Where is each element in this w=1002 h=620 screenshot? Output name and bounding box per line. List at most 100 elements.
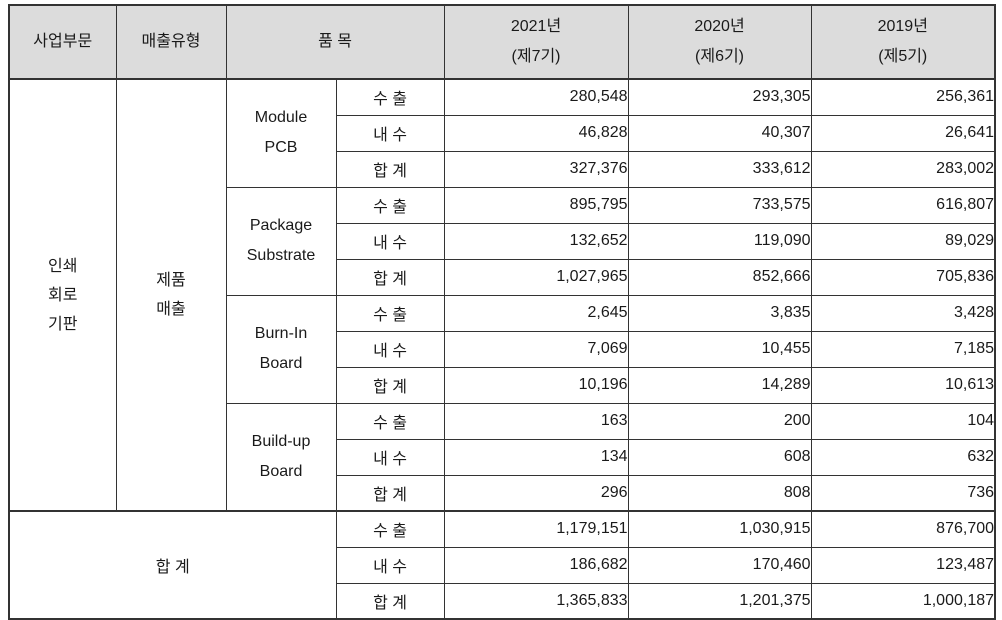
table-row: 내 수 132,652 119,090 89,029: [9, 222, 996, 260]
value-cell: 808: [627, 474, 812, 512]
table-row: 인쇄 회로 기판 제품 매출 Module PCB 수 출 280,548 29…: [8, 78, 996, 512]
sales-type-cell: 제품 매출: [115, 78, 227, 512]
product-line: Substrate: [246, 247, 316, 264]
table-row: 합 계 10,196 14,289 10,613: [9, 366, 996, 404]
period-label: (제5기): [878, 48, 928, 65]
revenue-table: 사업부문 매출유형 품 목 2021년 (제7기) 2020년 (제6기) 20…: [8, 4, 997, 620]
product-line: Package: [249, 217, 313, 234]
row-label: 합 계: [335, 258, 445, 296]
table-row: 합 계 수 출 1,179,151 1,030,915 876,700: [8, 510, 996, 620]
value-cell: 3,428: [810, 294, 996, 332]
product-cell-module-pcb: Module PCB: [225, 78, 337, 188]
value-cell: 876,700: [810, 510, 996, 548]
value-cell: 7,069: [443, 330, 629, 368]
value-cell: 14,289: [627, 366, 812, 404]
value-cell: 3,835: [627, 294, 812, 332]
value-cell: 10,613: [810, 366, 996, 404]
col-header-item: 품 목: [225, 4, 445, 80]
row-label: 내 수: [335, 114, 445, 152]
value-cell: 852,666: [627, 258, 812, 296]
value-cell: 283,002: [810, 150, 996, 188]
period-label: (제7기): [511, 48, 561, 65]
value-cell: 170,460: [627, 546, 812, 584]
value-cell: 186,682: [443, 546, 629, 584]
year-label: 2020년: [694, 18, 745, 35]
col-header-business-segment: 사업부문: [8, 4, 117, 80]
row-label: 수 출: [335, 402, 445, 440]
business-segment-cell: 인쇄 회로 기판: [8, 78, 117, 512]
value-cell: 40,307: [627, 114, 812, 152]
value-cell: 1,179,151: [443, 510, 629, 548]
product-line: Burn-In: [254, 325, 308, 342]
product-cell-burn-in-board: Burn-In Board: [225, 294, 337, 404]
value-cell: 119,090: [627, 222, 812, 260]
table-row: 내 수 186,682 170,460 123,487: [9, 546, 996, 584]
value-cell: 616,807: [810, 186, 996, 224]
table-row: 내 수 46,828 40,307 26,641: [9, 114, 996, 152]
table-row: 합 계 1,365,833 1,201,375 1,000,187: [9, 582, 996, 620]
value-cell: 163: [443, 402, 629, 440]
segment-line: 인쇄: [48, 257, 78, 275]
value-cell: 89,029: [810, 222, 996, 260]
value-cell: 10,455: [627, 330, 812, 368]
year-label: 2021년: [510, 18, 562, 35]
product-line: Board: [259, 462, 303, 480]
table-row: 합 계 1,027,965 852,666 705,836: [9, 258, 996, 296]
row-label: 내 수: [335, 222, 445, 260]
value-cell: 7,185: [810, 330, 996, 368]
row-label: 내 수: [335, 438, 445, 476]
segment-line: 기판: [48, 315, 78, 333]
period-label: (제6기): [695, 48, 745, 65]
product-line: Board: [259, 355, 303, 372]
value-cell: 736: [810, 474, 996, 512]
value-cell: 134: [443, 438, 629, 476]
value-cell: 632: [810, 438, 996, 476]
value-cell: 1,030,915: [627, 510, 812, 548]
value-cell: 46,828: [443, 114, 629, 152]
value-cell: 895,795: [443, 186, 629, 224]
year-label: 2019년: [877, 18, 928, 35]
product-cell-package-substrate: Package Substrate: [225, 186, 337, 296]
product-line: Module: [254, 109, 308, 127]
table-row: 합 계 327,376 333,612 283,002: [9, 150, 996, 188]
value-cell: 1,027,965: [443, 258, 629, 296]
sales-type-line: 매출: [156, 301, 186, 318]
row-label: 수 출: [335, 510, 445, 548]
row-label: 수 출: [335, 186, 445, 224]
table-row: 내 수 7,069 10,455 7,185: [9, 330, 996, 368]
value-cell: 200: [627, 402, 812, 440]
row-label: 수 출: [335, 294, 445, 332]
value-cell: 327,376: [443, 150, 629, 188]
value-cell: 733,575: [627, 186, 812, 224]
value-cell: 293,305: [627, 78, 812, 116]
sales-type-line: 제품: [156, 272, 186, 289]
value-cell: 256,361: [810, 78, 996, 116]
header-row: 사업부문 매출유형 품 목 2021년 (제7기) 2020년 (제6기) 20…: [8, 4, 996, 80]
col-header-year-2020: 2020년 (제6기): [627, 4, 812, 80]
value-cell: 1,000,187: [810, 582, 996, 620]
row-label: 합 계: [335, 150, 445, 188]
col-header-year-2021: 2021년 (제7기): [443, 4, 629, 80]
value-cell: 705,836: [810, 258, 996, 296]
value-cell: 1,365,833: [443, 582, 629, 620]
value-cell: 280,548: [443, 78, 629, 116]
value-cell: 333,612: [627, 150, 812, 188]
value-cell: 296: [443, 474, 629, 512]
value-cell: 2,645: [443, 294, 629, 332]
product-cell-build-up-board: Build-up Board: [225, 402, 337, 512]
row-label: 내 수: [335, 546, 445, 584]
value-cell: 123,487: [810, 546, 996, 584]
value-cell: 132,652: [443, 222, 629, 260]
col-header-sales-type: 매출유형: [115, 4, 227, 80]
product-line: Build-up: [251, 432, 311, 450]
row-label: 내 수: [335, 330, 445, 368]
grand-total-label-cell: 합 계: [8, 510, 337, 620]
row-label: 합 계: [335, 474, 445, 512]
col-header-year-2019: 2019년 (제5기): [810, 4, 996, 80]
row-label: 합 계: [335, 366, 445, 404]
row-label: 합 계: [335, 582, 445, 620]
table-row: Build-up Board 수 출 163 200 104: [9, 402, 996, 512]
segment-line: 회로: [48, 286, 78, 304]
value-cell: 608: [627, 438, 812, 476]
